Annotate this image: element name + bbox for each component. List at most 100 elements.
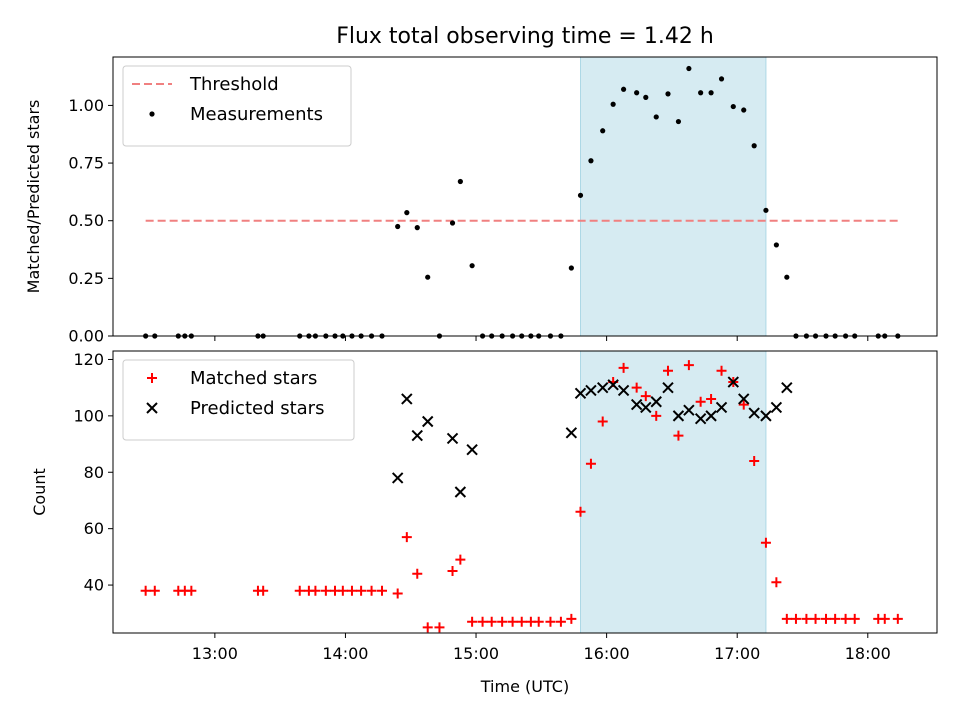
matched-star-point [434,622,445,633]
measurement-point [751,143,757,149]
measurement-point [741,107,747,113]
matched-star-point [337,585,348,596]
matched-star-point [781,613,792,624]
predicted-star-point [650,396,662,408]
matched-star-point [545,616,556,627]
legend: Threshold Measurements [122,65,352,147]
x-axis-label: Time (UTC) [480,677,569,696]
matched-star-point [706,393,717,404]
measurement-point [457,178,463,185]
matched-star-point [683,360,694,371]
measurement-point [730,103,736,110]
measurement-point [449,220,456,226]
matched-star-point [575,506,586,517]
predicted-star-point [630,398,643,411]
series-plus [140,360,903,633]
legend-label: Predicted stars [190,398,324,419]
predicted-star-point [760,410,772,422]
matched-star-point [477,616,488,627]
predicted-star-point [446,432,459,445]
legend-marker-x [146,402,158,414]
matched-star-point [447,565,458,576]
y-tick-label: 0.75 [68,154,104,173]
matched-star-point [497,616,508,627]
matched-star-point [840,613,851,624]
matched-star-point [830,613,841,624]
panel-bottom: 40 60 80 100 120 13:00 14:00 15:00 16:00 17:00 18:… [30,350,938,696]
y-tick-label: 60 [84,519,104,538]
y-axis-label: Matched/Predicted stars [24,100,43,294]
axes-frame [112,56,938,337]
predicted-star-point [585,384,597,397]
measurement-point [653,114,659,120]
measurement-point [610,101,616,107]
predicted-star-point [705,410,717,422]
predicted-star-point [748,407,760,419]
y-tick-label: 0.00 [68,327,104,346]
predicted-star-point [607,379,619,391]
predicted-star-point [422,415,434,428]
measurement-point [708,90,714,96]
matched-star-point [597,416,608,427]
legend-marker-plus [147,373,157,383]
matched-star-point [401,532,412,543]
predicted-star-point [411,429,423,442]
matched-star-point [186,585,197,596]
measurement-point [469,263,475,269]
measurement-point [763,207,769,213]
y-tick-label: 1.00 [68,96,104,115]
x-tick-label: 17:00 [714,644,760,663]
matched-star-point [566,613,577,624]
matched-star-point [749,455,760,466]
series-x [391,376,793,498]
x-tick-label: 13:00 [192,644,238,663]
matched-star-point [258,585,269,596]
matched-star-point [366,585,377,596]
measurement-point [643,94,649,100]
matched-star-point [892,613,903,624]
measurement-point [425,274,431,280]
panel-top: 0.00 0.25 0.50 0.75 1.00 Matched/Predicted st… [24,56,938,346]
matched-star-point [585,458,596,469]
predicted-star-point [694,412,707,425]
matched-star-point [356,585,367,596]
matched-star-point [879,613,890,624]
predicted-star-point [683,404,695,416]
predicted-star-point [727,376,739,388]
matched-star-point [790,613,801,624]
measurement-point [698,90,704,96]
matched-star-point [771,577,782,588]
legend-box [122,359,355,441]
matched-star-point [821,613,832,624]
matched-star-point [618,362,629,373]
matched-star-point [801,613,812,624]
x-tick-label: 18:00 [845,644,891,663]
measurement-point [634,90,640,96]
y-axis-label: Count [30,468,49,516]
predicted-star-point [565,427,578,439]
matched-star-point [673,430,684,441]
legend-label: Threshold [189,74,279,95]
measurement-point [620,86,627,92]
measurement-point [600,128,606,134]
y-tick-label: 100 [73,406,104,425]
matched-star-point [695,396,706,407]
x-tick-label: 14:00 [322,644,368,663]
measurement-point [395,223,401,230]
matched-star-point [320,585,331,596]
matched-star-point [507,616,518,627]
measurement-point [675,118,682,125]
measurement-point [404,210,410,216]
legend-label: Matched stars [190,368,317,389]
measurement-point [568,265,574,271]
y-tick-label: 120 [73,350,104,369]
matched-star-point [310,585,321,596]
matched-star-point [662,365,673,376]
chart-title: Flux total observing time = 1.42 h [336,24,714,49]
matched-star-point [738,399,749,410]
measurement-point [588,158,594,164]
matched-star-point [516,616,527,627]
predicted-star-point [781,381,793,394]
measurement-point [665,91,671,97]
predicted-star-point [738,393,750,405]
